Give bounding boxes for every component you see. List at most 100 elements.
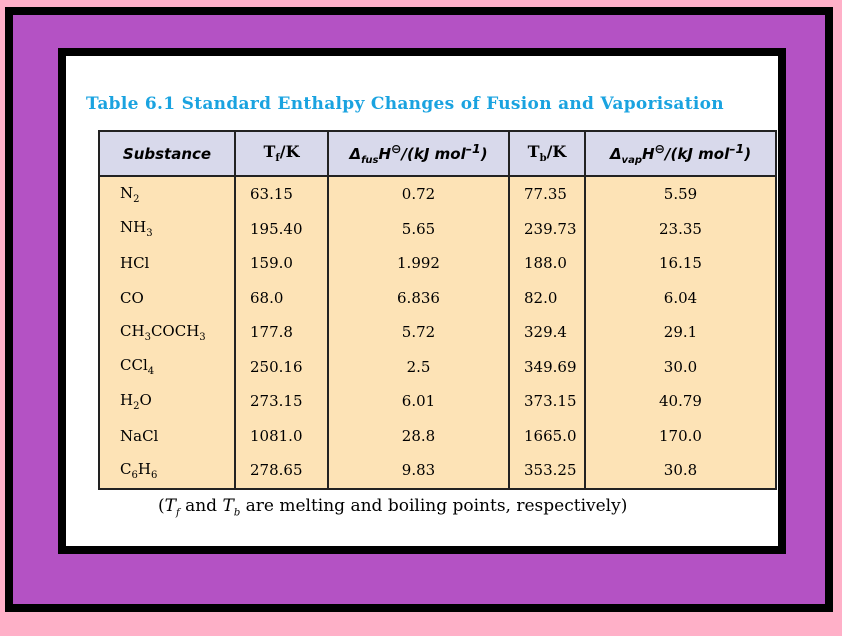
cell-tb-k: 82.0	[508, 280, 585, 315]
text-segment: O	[139, 390, 152, 409]
cell-delta-vap-h: 23.35	[584, 211, 776, 246]
header-row: Substance Tf/K ΔfusH⊖/(kJ mol–1) Tb/K ΔvapH⊖…	[98, 131, 776, 177]
text-segment: N	[120, 183, 134, 202]
table-row: C6H6 278.65 9.83 353.25 30.8	[98, 453, 776, 489]
text-segment: H	[120, 390, 134, 409]
cell-delta-vap-h: 16.15	[584, 246, 776, 281]
text-segment: 2	[133, 400, 140, 412]
text-segment: T	[164, 496, 176, 516]
text-segment: b	[539, 153, 547, 165]
cell-delta-fus-h: 0.72	[327, 176, 509, 212]
table-row: HCl 159.0 1.992 188.0 16.15	[98, 246, 776, 281]
text-segment: H	[137, 459, 151, 478]
header-tb-k: Tb/K	[508, 131, 585, 177]
table-title: Table 6.1 Standard Enthalpy Changes of F…	[86, 94, 724, 114]
text-segment: b	[233, 507, 241, 519]
cell-substance: H2O	[98, 384, 235, 419]
cell-delta-fus-h: 6.01	[327, 384, 509, 419]
header-delta-fus-h: ΔfusH⊖/(kJ mol–1)	[327, 131, 509, 177]
text-segment: vap	[621, 155, 642, 166]
text-segment: are melting and boiling points, respecti…	[240, 496, 628, 516]
text-segment: T	[222, 496, 234, 516]
text-segment: ⊖	[391, 141, 402, 156]
text-segment: )	[480, 145, 488, 163]
cell-tf-k: 278.65	[234, 453, 328, 489]
table-row: NH3 195.40 5.65 239.73 23.35	[98, 211, 776, 246]
cell-tf-k: 159.0	[234, 246, 328, 281]
table-caption: (Tf and Tb are melting and boiling point…	[158, 496, 627, 518]
cell-tb-k: 349.69	[508, 349, 585, 384]
text-segment: f	[175, 507, 180, 519]
text-segment: CO	[120, 288, 144, 307]
cell-tb-k: 329.4	[508, 315, 585, 350]
cell-tf-k: 273.15	[234, 384, 328, 419]
text-segment: COCH	[150, 321, 200, 340]
text-segment: C	[120, 459, 132, 478]
cell-delta-vap-h: 40.79	[584, 384, 776, 419]
cell-delta-fus-h: 5.72	[327, 315, 509, 350]
cell-delta-fus-h: 28.8	[327, 418, 509, 453]
cell-delta-fus-h: 5.65	[327, 211, 509, 246]
text-segment: 3	[144, 331, 151, 343]
cell-tf-k: 63.15	[234, 176, 328, 212]
text-segment: Δ	[349, 145, 362, 163]
text-segment: 6	[150, 469, 158, 481]
text-segment: 6	[131, 469, 138, 481]
text-segment: and	[179, 496, 223, 516]
text-segment: CCl	[120, 356, 148, 375]
cell-tb-k: 77.35	[508, 176, 585, 212]
table-row: N2 63.15 0.72 77.35 5.59	[98, 176, 776, 212]
text-segment: Substance	[122, 144, 212, 163]
cell-delta-fus-h: 6.836	[327, 280, 509, 315]
cell-tb-k: 373.15	[508, 384, 585, 419]
table-row: H2O 273.15 6.01 373.15 40.79	[98, 384, 776, 419]
text-segment: /(kJ mol	[665, 145, 730, 163]
text-segment: Δ	[609, 145, 622, 163]
cell-tf-k: 195.40	[234, 211, 328, 246]
text-segment: /(kJ mol	[401, 145, 466, 163]
text-segment: NaCl	[120, 426, 159, 445]
header-substance: Substance	[98, 131, 235, 177]
table-row: CCl4 250.16 2.5 349.69 30.0	[98, 349, 776, 384]
cell-delta-fus-h: 1.992	[327, 246, 509, 281]
cell-delta-vap-h: 30.8	[584, 453, 776, 489]
text-segment: 3	[146, 228, 153, 240]
cell-tf-k: 250.16	[234, 349, 328, 384]
text-segment: H	[378, 145, 392, 163]
table-row: CO 68.0 6.836 82.0 6.04	[98, 280, 776, 315]
cell-delta-vap-h: 30.0	[584, 349, 776, 384]
text-segment: T	[527, 142, 540, 162]
text-segment: (	[158, 496, 165, 516]
cell-substance: NaCl	[98, 418, 235, 453]
text-segment: –1	[465, 141, 481, 156]
cell-delta-fus-h: 9.83	[327, 453, 509, 489]
table-row: NaCl 1081.0 28.8 1665.0 170.0	[98, 418, 776, 453]
cell-substance: HCl	[98, 246, 235, 281]
text-segment: f	[275, 153, 280, 165]
text-segment: –1	[729, 141, 745, 156]
cell-tb-k: 239.73	[508, 211, 585, 246]
text-segment: HCl	[120, 254, 150, 273]
text-segment: 4	[147, 366, 155, 378]
text-segment: H	[641, 145, 655, 163]
text-segment: 2	[133, 193, 140, 205]
text-segment: )	[744, 145, 752, 163]
enthalpy-table: Substance Tf/K ΔfusH⊖/(kJ mol–1) Tb/K ΔvapH⊖…	[98, 130, 777, 490]
header-tf-k: Tf/K	[234, 131, 328, 177]
cell-tb-k: 1665.0	[508, 418, 585, 453]
cell-tf-k: 177.8	[234, 315, 328, 350]
text-segment: T	[263, 142, 276, 162]
cell-delta-vap-h: 29.1	[584, 315, 776, 350]
table-row: CH3COCH3 177.8 5.72 329.4 29.1	[98, 315, 776, 350]
text-segment: fus	[361, 155, 379, 166]
cell-substance: CCl4	[98, 349, 235, 384]
text-segment: ⊖	[654, 141, 666, 156]
cell-delta-vap-h: 5.59	[584, 176, 776, 212]
text-segment: /K	[279, 142, 300, 162]
text-segment: 3	[199, 331, 206, 343]
cell-delta-vap-h: 170.0	[584, 418, 776, 453]
text-segment: /K	[546, 142, 567, 162]
text-segment: CH	[120, 321, 145, 340]
cell-delta-vap-h: 6.04	[584, 280, 776, 315]
cell-tf-k: 1081.0	[234, 418, 328, 453]
